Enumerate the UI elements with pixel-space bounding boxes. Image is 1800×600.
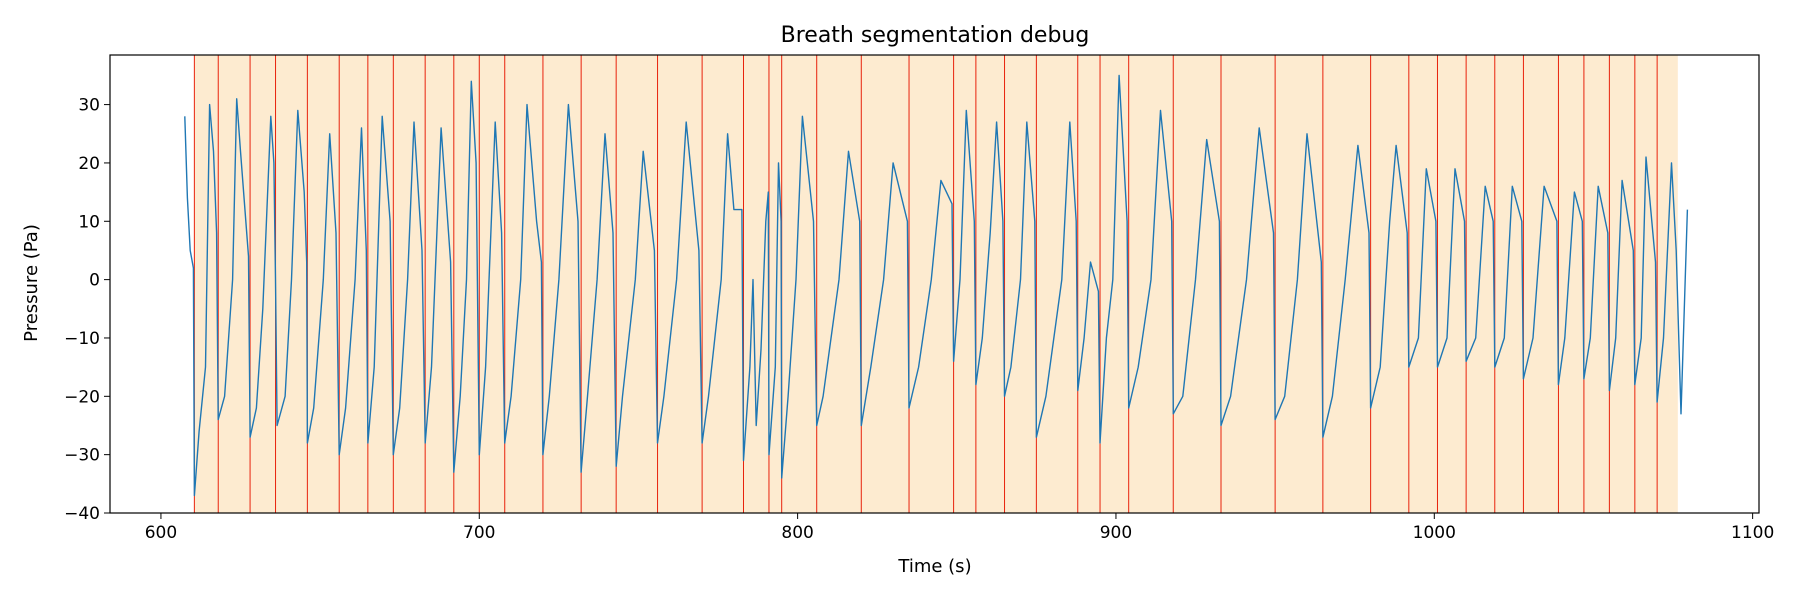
plot-frame [109, 54, 1760, 514]
x-tick-label: 700 [463, 523, 495, 543]
x-tick-label: 1000 [1413, 523, 1456, 543]
x-tick-label: 600 [145, 523, 177, 543]
chart-title: Breath segmentation debug [781, 23, 1090, 48]
y-tick-label: −20 [64, 387, 100, 407]
x-axis: 600 700 800 900 1000 1100 [145, 513, 1774, 543]
segment-shading [194, 55, 1678, 513]
plot-area [109, 54, 1760, 514]
y-axis-label: Pressure (Pa) [21, 224, 42, 342]
y-tick-label: 30 [78, 96, 100, 116]
y-tick-label: 20 [78, 154, 100, 174]
x-tick-label: 800 [781, 523, 813, 543]
x-axis-label: Time (s) [897, 556, 971, 577]
pressure-series-line [184, 74, 1689, 497]
y-tick-label: −40 [64, 504, 100, 524]
y-tick-label: −30 [64, 446, 100, 466]
x-tick-label: 900 [1100, 523, 1132, 543]
y-tick-label: 10 [78, 212, 100, 232]
y-axis: −40 −30 −20 −10 0 10 20 30 [64, 96, 110, 524]
y-tick-label: 0 [89, 271, 100, 291]
x-tick-label: 1100 [1731, 523, 1774, 543]
y-tick-label: −10 [64, 329, 100, 349]
